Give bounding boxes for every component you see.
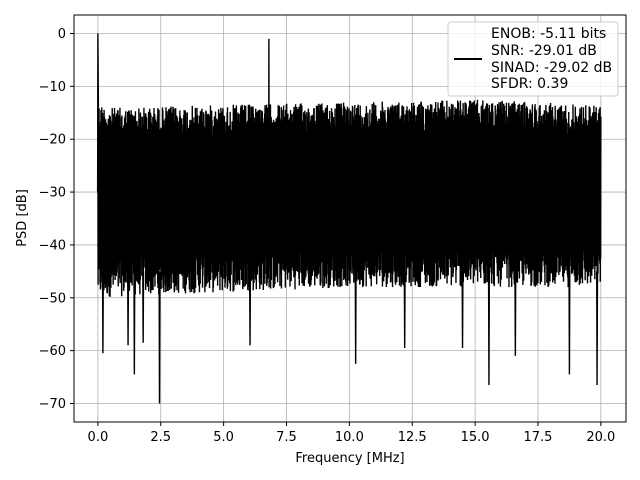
legend-entry-sinad: SINAD: -29.02 dB [491, 60, 612, 76]
y-tick-label: −40 [39, 238, 66, 253]
x-tick-label: 0.0 [88, 430, 109, 445]
y-tick-label: −20 [39, 133, 66, 148]
x-axis-label: Frequency [MHz] [295, 451, 404, 466]
y-axis-ticks: 0 −10 −20 −30 −40 −50 −60 −70 [39, 27, 74, 412]
x-tick-label: 15.0 [461, 430, 490, 445]
legend-entry-sfdr: SFDR: 0.39 [491, 76, 568, 92]
y-tick-label: −60 [39, 344, 66, 359]
x-tick-label: 20.0 [586, 430, 615, 445]
y-tick-label: −70 [39, 397, 66, 412]
x-tick-label: 7.5 [276, 430, 297, 445]
x-axis-ticks: 0.0 2.5 5.0 7.5 10.0 12.5 15.0 17.5 20.0 [88, 422, 615, 445]
y-tick-label: −50 [39, 291, 66, 306]
psd-series-line [96, 33, 602, 404]
legend-box [447, 21, 619, 97]
y-tick-label: −30 [39, 186, 66, 201]
legend: ENOB: -5.11 bits SNR: -29.01 dB SINAD: -… [447, 21, 619, 97]
x-tick-label: 5.0 [213, 430, 234, 445]
legend-entry-snr: SNR: -29.01 dB [491, 43, 597, 59]
legend-entry-enob: ENOB: -5.11 bits [491, 26, 606, 42]
y-axis-label: PSD [dB] [15, 189, 30, 247]
x-tick-label: 12.5 [398, 430, 427, 445]
x-tick-label: 17.5 [524, 430, 553, 445]
axes-frame [73, 14, 627, 423]
x-tick-label: 10.0 [335, 430, 364, 445]
y-tick-label: −10 [39, 80, 66, 95]
plot-area [96, 33, 602, 404]
x-tick-label: 2.5 [150, 430, 171, 445]
y-tick-label: 0 [58, 27, 66, 42]
